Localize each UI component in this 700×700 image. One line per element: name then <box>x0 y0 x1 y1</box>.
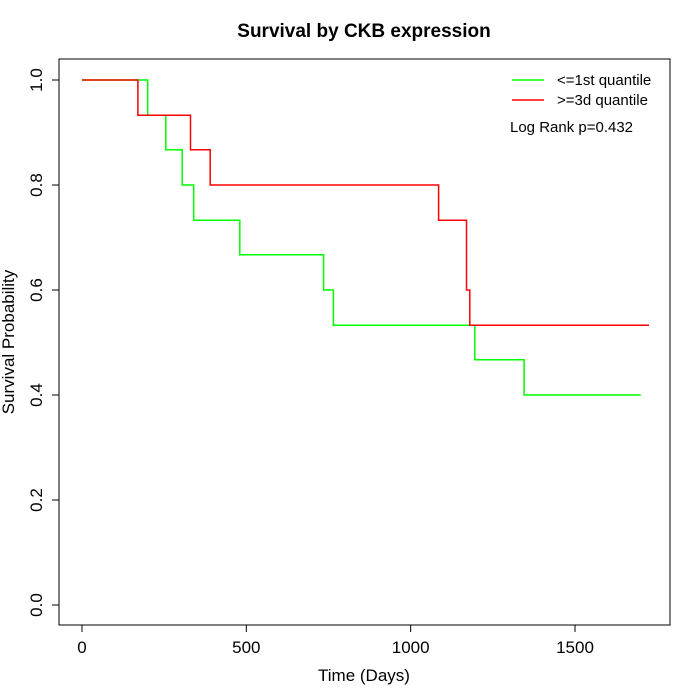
y-tick-label: 0.4 <box>27 383 46 407</box>
series-layer <box>82 79 649 396</box>
plot-frame <box>58 58 671 626</box>
y-tick-label: 1.0 <box>27 68 46 92</box>
legend: <=1st quantile >=3d quantile <box>512 72 651 109</box>
y-tick-label: 0.2 <box>27 488 46 512</box>
y-tick-label: 0.0 <box>27 593 46 617</box>
y-axis: 0.0 0.2 0.4 0.6 0.8 1.0 <box>27 68 60 617</box>
x-tick-label: 0 <box>77 638 86 657</box>
series-line-high-quantile <box>82 79 649 326</box>
y-tick-label: 0.6 <box>27 278 46 302</box>
x-axis: 0 500 1000 1500 <box>77 624 594 657</box>
legend-label: >=3d quantile <box>557 92 648 109</box>
log-rank-annotation: Log Rank p=0.432 <box>510 119 633 136</box>
series-line-low-quantile <box>82 79 641 396</box>
y-axis-label: Survival Probability <box>0 269 18 414</box>
x-tick-label: 500 <box>232 638 260 657</box>
chart-title: Survival by CKB expression <box>237 21 490 42</box>
legend-label: <=1st quantile <box>557 72 651 89</box>
y-tick-label: 0.8 <box>27 173 46 197</box>
x-tick-label: 1000 <box>392 638 430 657</box>
x-axis-label: Time (Days) <box>318 666 410 685</box>
x-tick-label: 1500 <box>556 638 594 657</box>
